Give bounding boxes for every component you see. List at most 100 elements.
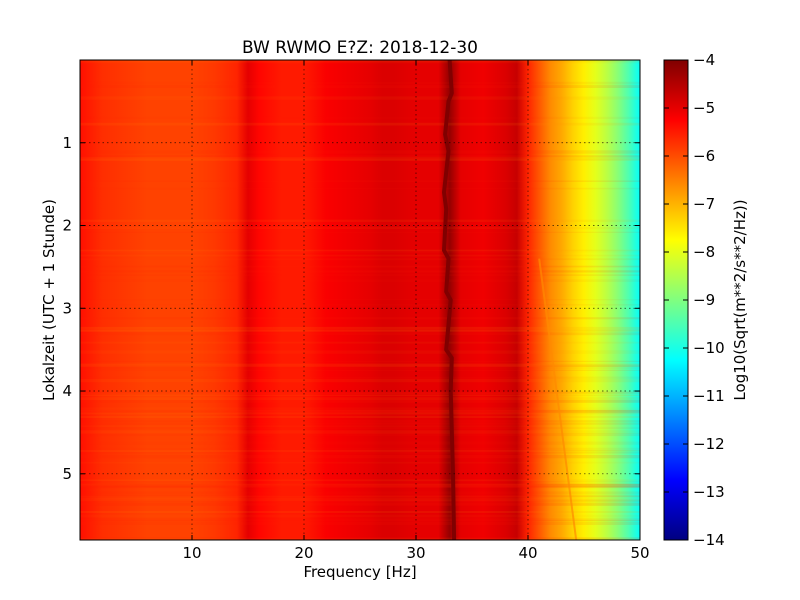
texture-band (80, 511, 640, 513)
texture-band (80, 518, 640, 521)
texture-band (80, 85, 640, 88)
texture-band (80, 491, 640, 495)
texture-band (80, 483, 640, 488)
texture-band (80, 258, 640, 260)
texture-band (80, 254, 640, 257)
texture-band (80, 332, 640, 336)
y-tick-label: 5 (62, 465, 72, 483)
texture-band (80, 219, 640, 222)
texture-band (80, 317, 640, 320)
plot-area (80, 60, 640, 540)
texture-band (80, 60, 640, 64)
texture-band (80, 304, 640, 306)
colorbar-tick-label: −8 (693, 243, 715, 261)
texture-band (80, 495, 640, 498)
texture-band (80, 538, 640, 540)
texture-band (80, 447, 640, 452)
texture-band (80, 412, 640, 415)
texture-band (80, 407, 640, 411)
texture-band (80, 397, 640, 400)
texture-band (80, 274, 640, 276)
colorbar-tick-label: −13 (693, 483, 725, 501)
texture-band (80, 376, 640, 379)
texture-band (80, 364, 640, 367)
colorbar-tick-label: −7 (693, 195, 715, 213)
texture-band (80, 479, 640, 482)
time-texture (80, 60, 640, 540)
texture-band (80, 341, 640, 344)
texture-band (80, 503, 640, 506)
texture-band (80, 97, 640, 100)
texture-band (80, 455, 640, 459)
texture-band (80, 483, 640, 485)
y-axis: 1 2 3 4 5 (62, 134, 640, 483)
texture-band (80, 420, 640, 422)
texture-band (80, 60, 640, 62)
texture-band (80, 410, 640, 414)
texture-band (80, 157, 640, 160)
texture-band (80, 400, 640, 403)
texture-band (80, 520, 640, 522)
chart-title: BW RWMO E?Z: 2018-12-30 (242, 38, 478, 58)
x-tick-label: 50 (630, 544, 649, 562)
plot-frame (79, 59, 641, 541)
texture-band (80, 96, 640, 98)
colorbar-tick-label: −9 (693, 291, 715, 309)
texture-band (80, 369, 640, 371)
texture-band (80, 425, 640, 427)
texture-band (80, 481, 640, 483)
y-axis-label: Lokalzeit (UTC + 1 Stunde) (40, 199, 58, 401)
texture-band (80, 157, 640, 161)
texture-band (80, 299, 640, 301)
texture-band (80, 159, 640, 161)
colorbar-tick-label: −5 (693, 99, 715, 117)
texture-band (80, 231, 640, 233)
colorbar-ticks: −4 −5 −6 −7 −8 −9 −10 −11 −12 −13 −14 (664, 51, 725, 549)
texture-band (80, 329, 640, 332)
colorbar-tick-label: −6 (693, 147, 715, 165)
texture-band (80, 391, 640, 394)
texture-band (80, 430, 640, 434)
texture-band (80, 329, 640, 332)
x-tick-label: 30 (406, 544, 425, 562)
y-tick-label: 1 (62, 134, 72, 152)
texture-band (80, 485, 640, 489)
x-axis-label: Frequency [Hz] (303, 563, 416, 581)
texture-band (80, 150, 640, 154)
texture-band (80, 180, 640, 182)
texture-band (80, 392, 640, 396)
colorbar-tick-label: −4 (693, 51, 715, 69)
texture-band (80, 415, 640, 418)
x-tick-label: 40 (518, 544, 537, 562)
texture-band (80, 514, 640, 518)
y-tick-label: 3 (62, 299, 72, 317)
texture-band (80, 378, 640, 383)
spectrogram-image (80, 60, 640, 540)
texture-band (80, 326, 640, 330)
texture-band (80, 522, 640, 525)
texture-band (80, 422, 640, 425)
texture-band (80, 420, 640, 422)
texture-band (80, 250, 640, 253)
texture-band (80, 249, 640, 252)
colorbar-tick-label: −14 (693, 531, 725, 549)
y-tick-label: 4 (62, 382, 72, 400)
texture-band (80, 496, 640, 498)
texture-band (80, 483, 640, 486)
drifting-spectral-line (538, 258, 578, 540)
texture-band (80, 365, 640, 369)
colorbar-label: Log10(Sqrt(m**2/s**2/Hz)) (731, 199, 749, 400)
texture-band (80, 410, 640, 413)
texture-band (80, 122, 640, 126)
texture-band (80, 484, 640, 488)
texture-band (80, 265, 640, 268)
colorbar-tick-label: −12 (693, 435, 725, 453)
texture-band (80, 502, 640, 506)
x-axis: 10 20 30 40 50 (182, 60, 650, 562)
texture-band (80, 258, 640, 261)
texture-band (80, 395, 640, 397)
texture-band (80, 350, 640, 354)
texture-band (80, 452, 640, 454)
texture-band (80, 155, 640, 158)
